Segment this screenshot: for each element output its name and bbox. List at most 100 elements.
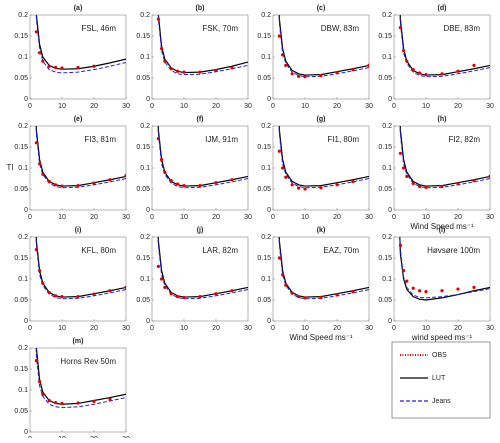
annotation: EAZ, 70m bbox=[323, 246, 359, 255]
obs-point bbox=[76, 401, 80, 405]
obs-point bbox=[398, 26, 402, 30]
obs-point bbox=[281, 53, 285, 57]
y-tick-label: 0.1 bbox=[18, 387, 28, 394]
panel: (f) IJM, 91m 0 0.05 0.1 0.15 0.2 0 10 20 30 bbox=[136, 116, 252, 221]
obs-point bbox=[367, 63, 369, 67]
x-tick-label: 20 bbox=[333, 103, 341, 110]
y-tick-label: 0.2 bbox=[140, 123, 150, 130]
legend-label: OBS bbox=[432, 352, 447, 359]
series-line bbox=[399, 237, 490, 299]
obs-point bbox=[214, 68, 218, 73]
panel-title: (m) bbox=[73, 338, 84, 345]
y-tick-label: 0.1 bbox=[140, 276, 150, 283]
y-tick-label: 0.1 bbox=[261, 165, 271, 172]
obs-point bbox=[472, 285, 476, 289]
series-line bbox=[35, 348, 126, 409]
series-line bbox=[35, 126, 126, 189]
obs-point bbox=[297, 295, 301, 299]
obs-point bbox=[290, 72, 294, 76]
series-group bbox=[34, 15, 126, 74]
annotation: FI2, 82m bbox=[448, 135, 480, 144]
y-tick-label: 0.2 bbox=[261, 234, 271, 241]
obs-point bbox=[284, 283, 288, 287]
obs-point bbox=[108, 178, 112, 182]
y-tick-label: 0.05 bbox=[14, 186, 28, 193]
annotation: FI3, 81m bbox=[84, 135, 116, 144]
x-tick-label: 20 bbox=[454, 103, 462, 110]
plot-area bbox=[393, 14, 491, 100]
y-tick-label: 0.1 bbox=[261, 276, 271, 283]
panel: (e) FI3, 81m 0 0.05 0.1 0.15 0.2 0 10 20 30 TI bbox=[6, 116, 130, 221]
y-tick-label: 0.15 bbox=[257, 144, 271, 151]
panel-title: (l) bbox=[439, 227, 446, 234]
y-tick-label: 0.2 bbox=[382, 234, 392, 241]
x-tick-label: 0 bbox=[392, 325, 396, 332]
obs-point bbox=[76, 184, 80, 188]
y-tick-label: 0.15 bbox=[136, 255, 150, 262]
x-tick-label: 30 bbox=[122, 325, 130, 332]
y-tick-label: 0.2 bbox=[261, 12, 271, 19]
obs-point bbox=[124, 285, 126, 289]
panel-title: (i) bbox=[75, 227, 82, 234]
obs-point bbox=[405, 59, 409, 63]
x-tick-label: 10 bbox=[422, 325, 430, 332]
obs-point bbox=[38, 380, 42, 384]
x-tick-label: 10 bbox=[422, 103, 430, 110]
y-tick-label: 0 bbox=[267, 96, 271, 103]
panel-title: (h) bbox=[438, 116, 447, 123]
series-group bbox=[277, 126, 369, 191]
series-line bbox=[278, 15, 369, 78]
plot-area bbox=[29, 236, 127, 322]
y-tick-label: 0 bbox=[388, 207, 392, 214]
y-tick-label: 0 bbox=[146, 207, 150, 214]
panel-title: (e) bbox=[74, 116, 83, 123]
obs-point bbox=[456, 69, 460, 73]
obs-point bbox=[290, 183, 294, 187]
x-tick-label: 10 bbox=[180, 214, 188, 221]
panel-title: (g) bbox=[317, 116, 326, 123]
y-tick-label: 0.2 bbox=[18, 345, 28, 352]
obs-point bbox=[176, 69, 180, 73]
obs-point bbox=[319, 73, 323, 78]
y-tick-label: 0.05 bbox=[14, 408, 28, 415]
series-group bbox=[398, 126, 490, 189]
y-tick-label: 0 bbox=[24, 429, 28, 436]
obs-point bbox=[198, 295, 202, 299]
x-tick-label: 20 bbox=[90, 214, 98, 221]
obs-point bbox=[176, 295, 180, 299]
series-group bbox=[398, 237, 490, 301]
obs-point bbox=[182, 70, 186, 74]
y-tick-label: 0 bbox=[146, 96, 150, 103]
obs-point bbox=[54, 65, 58, 70]
plot-area bbox=[272, 14, 370, 100]
x-tick-label: 0 bbox=[150, 325, 154, 332]
y-tick-label: 0 bbox=[267, 207, 271, 214]
panel-title: (d) bbox=[438, 5, 447, 12]
obs-point bbox=[60, 66, 64, 70]
obs-point bbox=[411, 68, 415, 72]
plot-area bbox=[29, 14, 127, 100]
obs-point bbox=[60, 295, 64, 299]
obs-point bbox=[418, 71, 422, 75]
obs-point bbox=[277, 256, 281, 260]
y-tick-label: 0.1 bbox=[140, 165, 150, 172]
panel: (h) FI2, 82m 0 0.05 0.1 0.15 0.2 0 10 20 30 Wind Sp… bbox=[378, 116, 494, 231]
obs-point bbox=[424, 185, 428, 189]
y-tick-label: 0 bbox=[388, 96, 392, 103]
obs-point bbox=[182, 184, 186, 188]
annotation: DBE, 83m bbox=[444, 24, 481, 33]
obs-point bbox=[160, 277, 164, 281]
y-tick-label: 0.1 bbox=[18, 165, 28, 172]
y-tick-label: 0 bbox=[146, 318, 150, 325]
obs-point bbox=[169, 179, 173, 183]
series-group bbox=[277, 237, 369, 300]
x-tick-label: 30 bbox=[486, 325, 494, 332]
series-line bbox=[35, 237, 126, 300]
obs-point bbox=[47, 398, 51, 403]
obs-point bbox=[402, 166, 406, 170]
x-tick-label: 0 bbox=[150, 214, 154, 221]
x-tick-label: 10 bbox=[58, 214, 66, 221]
y-tick-label: 0.1 bbox=[140, 54, 150, 61]
obs-point bbox=[60, 401, 64, 406]
x-tick-label: 20 bbox=[454, 214, 462, 221]
